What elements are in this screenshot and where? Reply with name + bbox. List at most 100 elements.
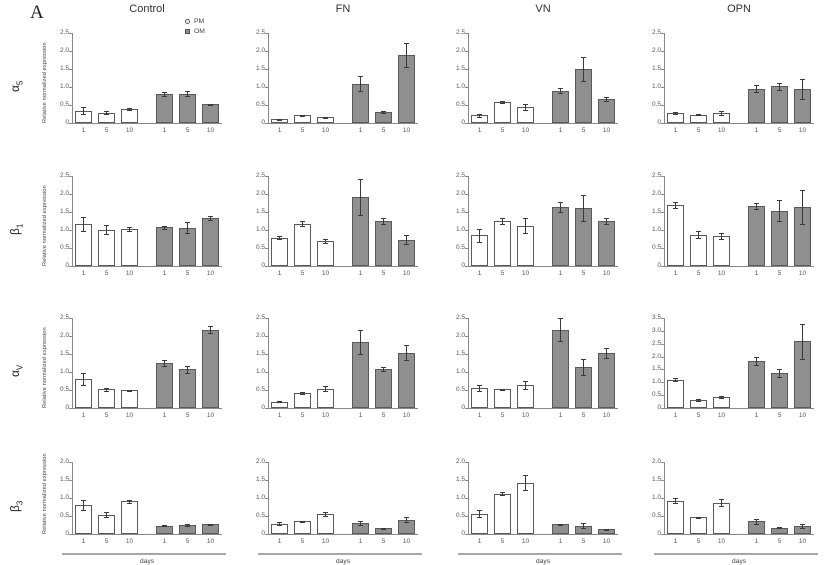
x-tick-label: 1 [558, 127, 563, 134]
x-tick-label: 5 [104, 538, 109, 545]
error-bar-cap [580, 57, 587, 59]
x-tick-label: 1 [162, 412, 167, 419]
error-bar-cap [753, 92, 760, 94]
error-bar-cap [380, 113, 387, 115]
days-axis-rule [654, 553, 818, 555]
y-tick-mark [265, 534, 268, 535]
error-bar-cap [695, 399, 702, 400]
error-bar-cap [184, 523, 191, 525]
error-bar-cap [695, 400, 702, 402]
x-axis-line [268, 266, 418, 267]
y-tick-mark [661, 105, 664, 106]
y-tick-mark [69, 534, 72, 535]
error-bar-cap [299, 520, 306, 522]
x-tick-label: 1 [477, 538, 482, 545]
error-bar [479, 113, 480, 117]
y-tick-mark [465, 336, 468, 337]
error-bar [187, 523, 188, 527]
error-bar-cap [799, 528, 806, 530]
y-tick-label: 2.0 [59, 331, 69, 339]
error-bar-cap [695, 516, 702, 518]
x-tick-label: 5 [581, 412, 586, 419]
error-bar [106, 387, 107, 391]
x-axis-line [72, 534, 222, 535]
error-bar [779, 200, 780, 221]
error-bar-cap [499, 495, 506, 497]
y-tick-label: 0 [657, 529, 661, 537]
y-tick-mark [69, 318, 72, 319]
y-tick-mark [69, 498, 72, 499]
x-tick-label: 1 [558, 538, 563, 545]
error-bar-cap [184, 96, 191, 98]
bar-om-day-5 [770, 86, 789, 123]
y-tick-label: 0 [65, 403, 69, 411]
error-bar [360, 329, 361, 355]
error-bar [560, 318, 561, 341]
error-bar [187, 365, 188, 374]
error-bar-cap [695, 115, 702, 117]
y-tick-label: 1.0 [255, 225, 265, 233]
y-tick-mark [661, 51, 664, 52]
x-tick-label: 10 [798, 412, 807, 419]
y-tick-mark [265, 230, 268, 231]
error-bar [525, 474, 526, 491]
y-tick-mark [69, 176, 72, 177]
chart-panel-b1-opn: 0 0.5 1.0 1.5 2.0 2.5 1 5 10 1 5 10 [652, 172, 814, 277]
x-tick-label: 10 [798, 538, 807, 545]
y-tick-mark [69, 123, 72, 124]
error-bar-cap [103, 387, 110, 389]
y-tick-mark [69, 462, 72, 463]
x-tick-label: 5 [300, 127, 305, 134]
error-bar [83, 107, 84, 115]
error-bar-cap [580, 220, 587, 222]
error-bar-cap [753, 203, 760, 204]
x-tick-label: 5 [185, 270, 190, 277]
error-bar-cap [776, 368, 783, 370]
error-bar [525, 218, 526, 233]
bar-om-day-1 [747, 360, 766, 408]
y-tick-mark [265, 194, 268, 195]
error-bar-cap [672, 113, 679, 115]
x-tick-label: 1 [477, 412, 482, 419]
bar-om-day-10 [597, 353, 616, 408]
error-bar [187, 91, 188, 97]
y-axis-line [664, 176, 665, 266]
error-bar [525, 103, 526, 111]
chart-panel-a5-vn: 0 0.5 1.0 1.5 2.0 2.5 1 5 10 1 5 10 [456, 29, 618, 134]
chart-panel-a5-opn: 0 0.5 1.0 1.5 2.0 2.5 1 5 10 1 5 10 [652, 29, 814, 134]
error-bar-cap [476, 113, 483, 115]
y-tick-label: 2.5 [59, 313, 69, 321]
error-bar [129, 227, 130, 232]
bar-pm-day-1 [270, 237, 289, 266]
y-axis-line [268, 33, 269, 123]
y-tick-label: 1.5 [651, 475, 661, 483]
y-tick-mark [265, 176, 268, 177]
bar-om-day-1 [551, 90, 570, 123]
error-bar-cap [557, 524, 564, 526]
y-tick-mark [465, 372, 468, 373]
x-tick-label: 1 [358, 538, 363, 545]
y-tick-mark [265, 516, 268, 517]
x-tick-label: 1 [162, 270, 167, 277]
error-bar-cap [499, 388, 506, 390]
error-bar-cap [103, 517, 110, 519]
bar-om-day-5 [178, 369, 197, 408]
x-tick-label: 1 [81, 412, 86, 419]
error-bar-cap [80, 216, 87, 218]
y-tick-label: 2.5 [255, 313, 265, 321]
error-bar [583, 523, 584, 529]
x-tick-label: 10 [321, 538, 330, 545]
error-bar-cap [126, 499, 133, 501]
x-tick-label: 5 [696, 538, 701, 545]
error-bar-cap [557, 523, 564, 525]
error-bar [83, 500, 84, 510]
x-tick-label: 5 [381, 538, 386, 545]
error-bar-cap [80, 500, 87, 502]
y-tick-label: 0.5 [651, 243, 661, 251]
y-tick-mark [661, 395, 664, 397]
y-tick-label: 0.5 [651, 511, 661, 519]
error-bar [606, 348, 607, 359]
y-tick-label: 2.0 [59, 46, 69, 54]
error-bar-cap [499, 101, 506, 103]
error-bar-cap [718, 239, 725, 240]
